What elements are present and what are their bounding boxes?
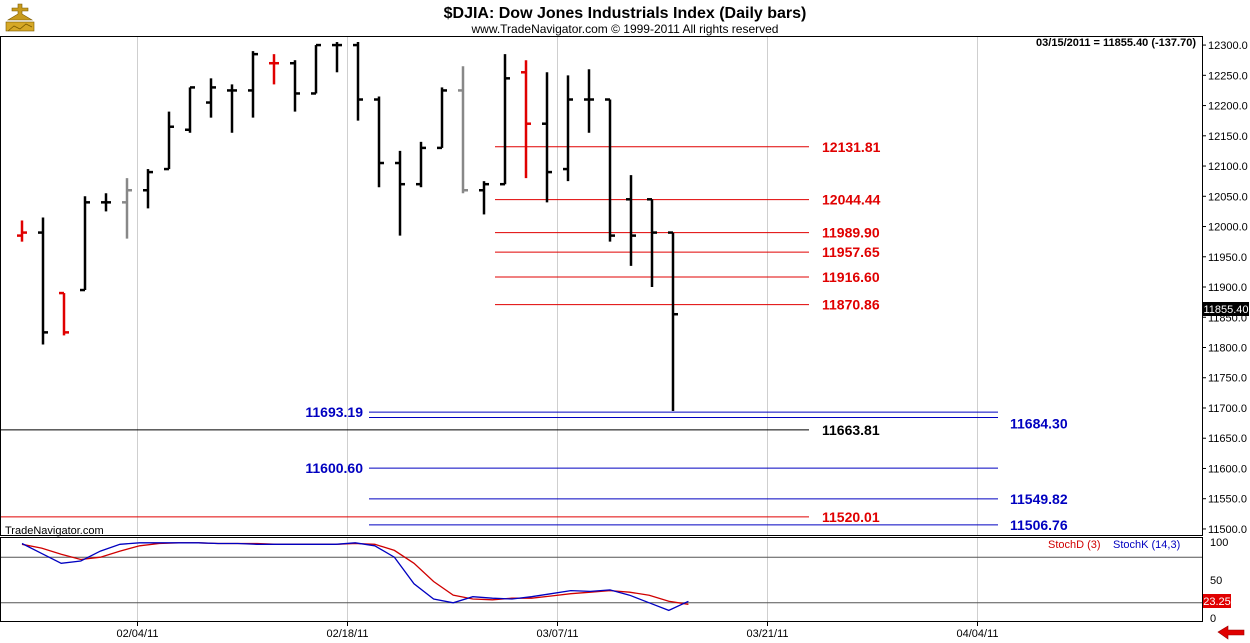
price-bar [164,111,174,171]
level-label: 11989.90 [822,225,880,241]
price-bar [542,72,552,203]
date-axis: 02/04/11 02/18/11 03/07/11 03/21/11 04/04/11 [116,621,999,640]
level-label: 12044.44 [822,192,881,208]
stochastic-panel: 100 50 0 [1,537,1228,625]
price-bar [143,169,153,209]
stoch-tick-label: 50 [1210,575,1222,587]
watermark: TradeNavigator.com [5,525,104,537]
level-label: 11520.01 [822,509,880,525]
price-bar [101,193,111,212]
price-bar [563,75,573,182]
price-bar [290,60,300,112]
level-label: 11693.19 [305,404,363,420]
stoch-tick-label: 100 [1210,537,1228,549]
grid [137,37,978,621]
price-bars [17,42,678,412]
price-bar [458,66,468,194]
price-tick-label: 12050.0 [1208,191,1248,203]
level-label: 12131.81 [822,139,881,155]
level-label: 11957.65 [822,244,880,260]
level-label: 11870.86 [822,297,880,313]
price-bar [311,43,321,95]
price-bar [80,196,90,292]
price-tick-label: 11750.0 [1208,373,1247,385]
level-label: 11600.60 [305,460,363,476]
price-bar [416,141,426,188]
price-tick-label: 11650.0 [1208,433,1247,445]
price-bar [626,175,636,266]
price-bar [479,181,489,215]
level-label: 11549.82 [1010,491,1068,507]
price-bar [374,96,384,188]
price-levels: 12131.81 12044.44 11989.90 11957.65 11916.60… [1,139,1068,533]
chart-subtitle: www.TradeNavigator.com © 1999-2011 All r… [471,22,779,36]
price-bar [269,54,279,85]
price-tick-label: 12200.0 [1208,101,1248,113]
price-bar [668,231,678,412]
price-tick-label: 12250.0 [1208,70,1248,82]
logo-icon [5,3,35,32]
price-bar [248,51,258,118]
date-tick-label: 03/21/11 [746,628,788,640]
price-bar [332,42,342,73]
price-tick-label: 12100.0 [1208,161,1248,173]
price-tick-label: 11950.0 [1208,252,1247,264]
date-tick-label: 04/04/11 [956,628,998,640]
price-tick-label: 11600.0 [1208,463,1247,475]
date-tick-label: 03/07/11 [536,628,578,640]
price-bar [500,54,510,186]
stoch-last-value: 23.25 [1203,596,1231,608]
price-tick-label: 11550.0 [1208,494,1247,506]
level-label: 11506.76 [1010,517,1068,533]
price-bar [227,84,237,133]
price-tick-label: 11800.0 [1208,342,1247,354]
stoch-panel-frame [0,537,1203,622]
last-price-value: 11855.40 [1203,304,1248,316]
date-tick-label: 02/18/11 [326,628,368,640]
price-tick-label: 12300.0 [1208,40,1248,52]
price-bar [605,98,615,242]
stoch-last-marker: 23.25 [1203,594,1231,608]
date-tick-label: 02/04/11 [116,628,158,640]
stoch-d-line [21,542,689,605]
stoch-d-legend: StochD (3) [1048,539,1101,551]
level-label: 11916.60 [822,269,880,285]
level-label: 11663.81 [822,422,880,438]
price-bar [38,217,48,345]
price-bar [206,78,216,118]
price-bar [647,198,657,288]
price-bar [59,291,69,336]
level-label: 11684.30 [1010,415,1068,431]
last-quote-readout: 03/15/2011 = 11855.40 (-137.70) [1036,37,1196,49]
scroll-right-arrow-icon[interactable] [1214,624,1248,641]
price-bar [395,150,405,236]
price-bar [122,178,132,239]
price-axis: 12300.0 12250.0 12200.0 12150.0 12100.0 12050… [1202,40,1248,536]
last-price-marker: 11855.40 [1203,302,1249,316]
stoch-tick-label: 0 [1210,613,1216,625]
price-bar [185,86,195,133]
price-tick-label: 12150.0 [1208,131,1248,143]
stoch-k-line [21,542,689,612]
stoch-k-legend: StochK (14,3) [1113,539,1180,551]
price-tick-label: 11900.0 [1208,282,1247,294]
price-bar [437,87,447,150]
price-tick-label: 11700.0 [1208,403,1247,415]
price-bar [353,42,363,121]
chart-title: $DJIA: Dow Jones Industrials Index (Dail… [444,5,807,22]
price-tick-label: 12000.0 [1208,222,1248,234]
price-bar [17,220,27,242]
price-bar [584,69,594,133]
price-tick-label: 11500.0 [1208,524,1247,536]
price-bar [521,60,531,179]
price-panel-frame [0,36,1203,536]
